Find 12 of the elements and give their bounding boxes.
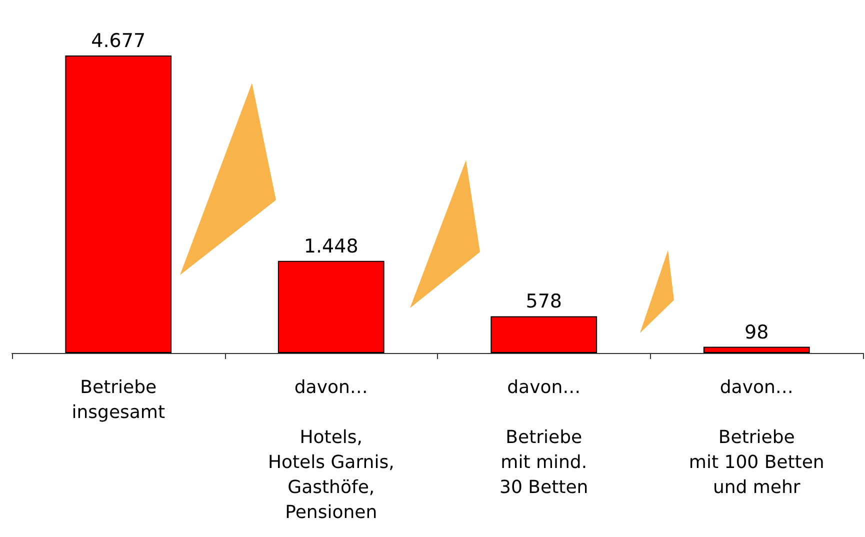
category-label: davon… Betriebe mit mind. 30 Betten — [500, 377, 588, 498]
category-label: davon… Hotels, Hotels Garnis, Gasthöfe, Pensionen — [268, 377, 394, 523]
category-label: davon… Betriebe mit 100 Betten und mehr — [688, 377, 824, 498]
bar — [65, 56, 172, 353]
bar — [490, 316, 598, 353]
data-label: 1.448 — [304, 235, 358, 258]
bar — [278, 260, 384, 353]
bar — [703, 346, 810, 353]
data-label: 98 — [744, 321, 769, 344]
data-label: 4.677 — [91, 30, 146, 52]
x-tick-label: Betriebe insgesamt — [72, 377, 166, 423]
data-label: 578 — [526, 290, 562, 313]
